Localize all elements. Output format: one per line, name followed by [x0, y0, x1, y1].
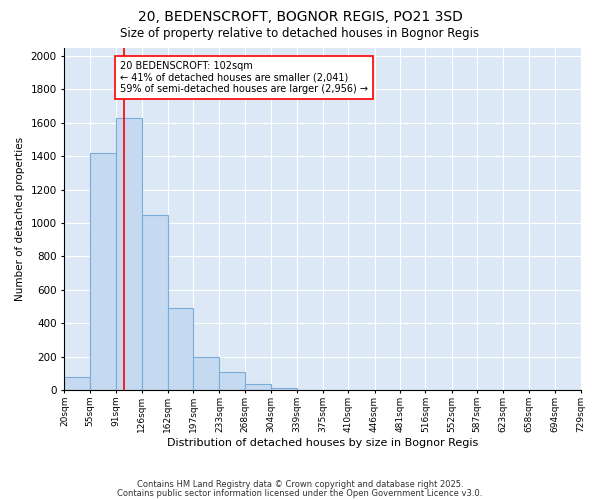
Text: Contains public sector information licensed under the Open Government Licence v3: Contains public sector information licen…	[118, 489, 482, 498]
Bar	[271, 388, 296, 390]
Bar	[116, 118, 142, 390]
Bar	[64, 378, 90, 390]
Bar	[142, 214, 168, 390]
Bar	[193, 356, 220, 390]
Text: Size of property relative to detached houses in Bognor Regis: Size of property relative to detached ho…	[121, 28, 479, 40]
Text: Contains HM Land Registry data © Crown copyright and database right 2025.: Contains HM Land Registry data © Crown c…	[137, 480, 463, 489]
X-axis label: Distribution of detached houses by size in Bognor Regis: Distribution of detached houses by size …	[167, 438, 478, 448]
Bar	[90, 153, 116, 390]
Text: 20 BEDENSCROFT: 102sqm
← 41% of detached houses are smaller (2,041)
59% of semi-: 20 BEDENSCROFT: 102sqm ← 41% of detached…	[120, 61, 368, 94]
Bar	[168, 308, 193, 390]
Text: 20, BEDENSCROFT, BOGNOR REGIS, PO21 3SD: 20, BEDENSCROFT, BOGNOR REGIS, PO21 3SD	[137, 10, 463, 24]
Bar	[220, 372, 245, 390]
Bar	[245, 384, 271, 390]
Y-axis label: Number of detached properties: Number of detached properties	[15, 136, 25, 301]
